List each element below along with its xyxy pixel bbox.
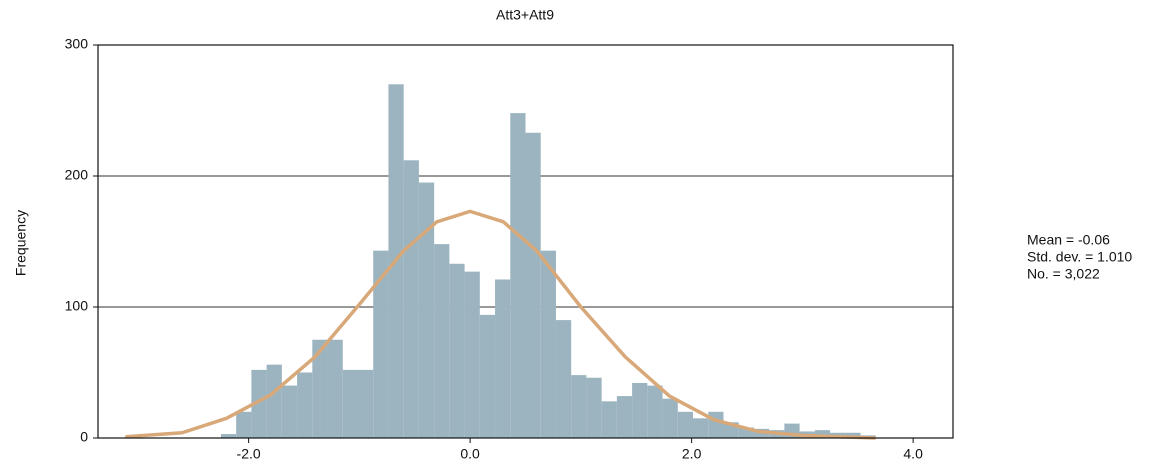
bar	[251, 369, 267, 438]
bar	[236, 411, 252, 438]
y-axis-label: Frequency	[13, 210, 29, 276]
bar	[297, 372, 313, 438]
bar	[632, 382, 648, 438]
y-tick-label: 0	[80, 429, 88, 445]
bar	[357, 369, 374, 438]
stat-label: Mean = -0.06	[1027, 232, 1110, 248]
x-tick-label: 4.0	[903, 446, 923, 462]
stat-label: Std. dev. = 1.010	[1027, 249, 1132, 265]
bar	[845, 432, 861, 438]
bar	[616, 396, 633, 438]
bar	[586, 377, 602, 438]
bar	[525, 132, 541, 438]
bar	[495, 279, 511, 438]
bar	[434, 244, 450, 438]
bar	[312, 339, 328, 438]
y-tick-label: 100	[65, 298, 89, 314]
bar	[266, 364, 282, 438]
bar	[281, 385, 298, 438]
bar	[418, 182, 435, 438]
bar	[708, 411, 724, 438]
bar	[464, 271, 480, 438]
bar	[677, 411, 694, 438]
chart-title: Att3+Att9	[496, 7, 554, 23]
bar	[555, 320, 572, 438]
normal-curve	[125, 209, 877, 440]
bar	[814, 430, 831, 438]
bar	[479, 314, 496, 438]
bar	[647, 385, 663, 438]
y-tick-label: 300	[65, 36, 89, 52]
bar	[220, 434, 237, 438]
bar	[403, 160, 419, 438]
x-tick-label: -2.0	[237, 446, 261, 462]
bar	[327, 339, 343, 438]
x-tick-label: 0.0	[460, 446, 480, 462]
bar	[342, 369, 358, 438]
bar	[601, 401, 617, 438]
bar	[540, 250, 556, 438]
y-tick-label: 200	[65, 167, 89, 183]
stat-label: No. = 3,022	[1027, 266, 1100, 282]
x-tick-label: 2.0	[682, 446, 702, 462]
bar	[373, 250, 389, 438]
bar	[571, 375, 587, 438]
bar	[510, 113, 526, 439]
bar	[449, 263, 465, 438]
bar	[693, 418, 709, 438]
plot-frame	[97, 44, 954, 439]
bar	[738, 427, 754, 438]
bar	[662, 398, 678, 438]
